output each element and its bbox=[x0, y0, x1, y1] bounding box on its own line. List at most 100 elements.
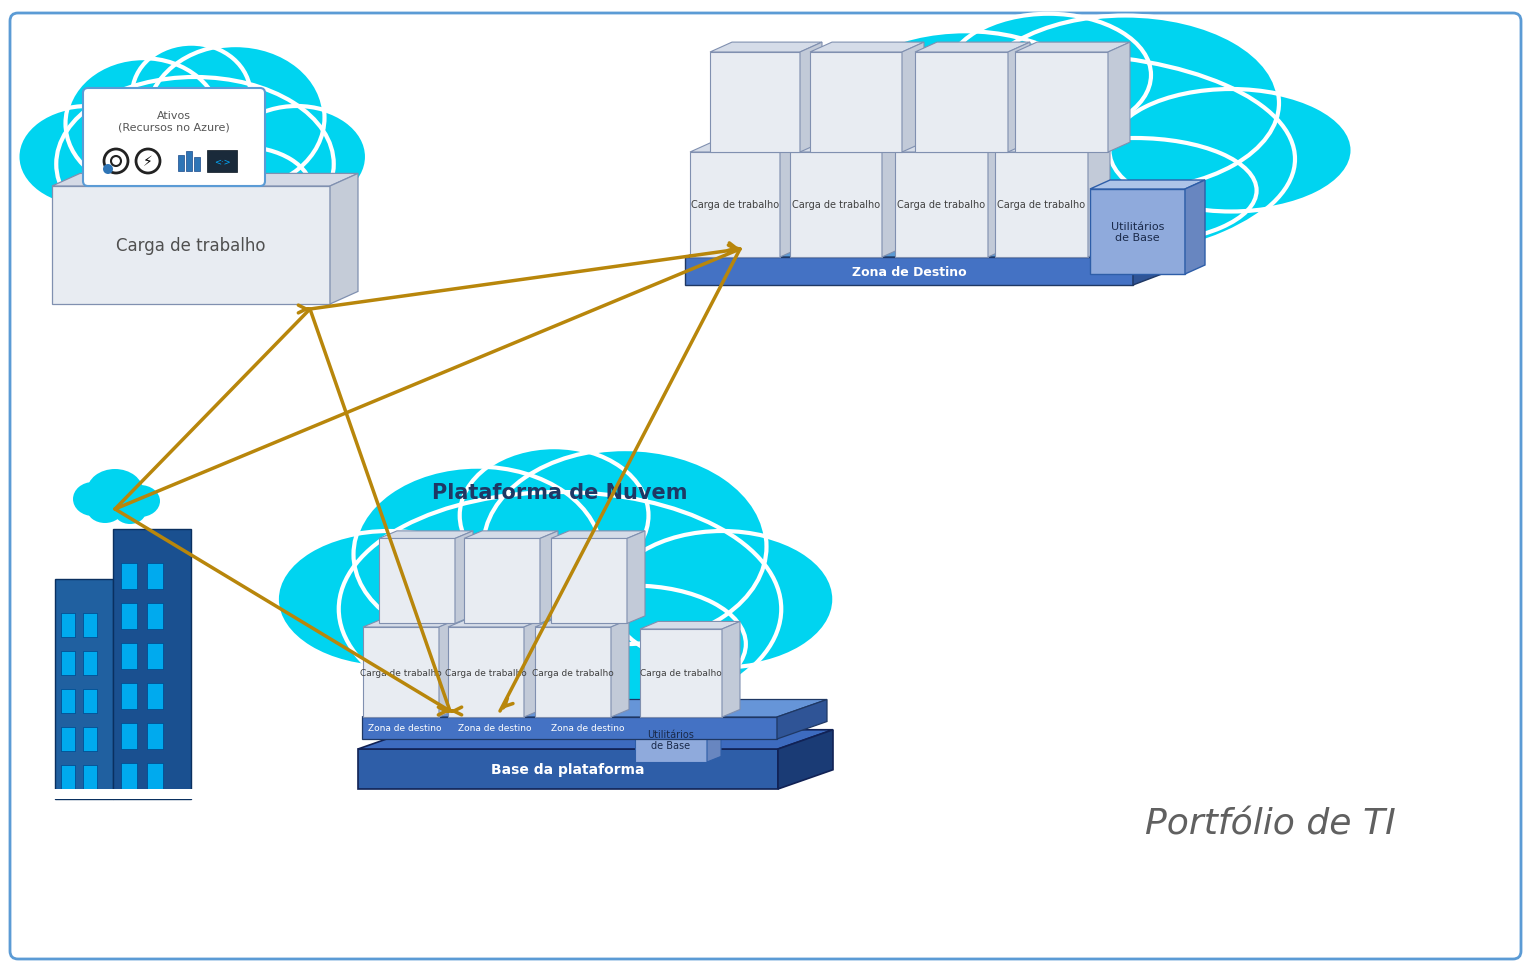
Polygon shape bbox=[882, 143, 904, 258]
Polygon shape bbox=[525, 620, 542, 717]
Polygon shape bbox=[914, 53, 1008, 153]
Polygon shape bbox=[463, 539, 540, 624]
Polygon shape bbox=[540, 531, 558, 624]
FancyBboxPatch shape bbox=[83, 651, 97, 675]
Circle shape bbox=[103, 165, 114, 174]
Polygon shape bbox=[1184, 181, 1206, 275]
Ellipse shape bbox=[611, 531, 834, 668]
Text: ⚡: ⚡ bbox=[143, 155, 153, 169]
Text: Carga de trabalho: Carga de trabalho bbox=[792, 201, 881, 210]
Polygon shape bbox=[379, 531, 472, 539]
Ellipse shape bbox=[227, 107, 367, 208]
Polygon shape bbox=[1091, 181, 1206, 190]
Text: Zona de destino: Zona de destino bbox=[368, 724, 442, 733]
Polygon shape bbox=[710, 53, 801, 153]
Polygon shape bbox=[439, 620, 457, 717]
Text: Carga de trabalho: Carga de trabalho bbox=[997, 201, 1086, 210]
Polygon shape bbox=[1134, 235, 1190, 286]
Text: Zona de Destino: Zona de Destino bbox=[851, 266, 966, 278]
Text: Carga de trabalho: Carga de trabalho bbox=[690, 201, 779, 210]
Polygon shape bbox=[1008, 43, 1029, 153]
Ellipse shape bbox=[374, 586, 598, 703]
FancyBboxPatch shape bbox=[147, 643, 163, 670]
Text: Utilitários
de Base: Utilitários de Base bbox=[647, 729, 695, 751]
FancyBboxPatch shape bbox=[121, 764, 137, 789]
Ellipse shape bbox=[483, 450, 767, 644]
Polygon shape bbox=[463, 531, 558, 539]
Polygon shape bbox=[790, 153, 882, 258]
Polygon shape bbox=[810, 43, 923, 53]
Text: Zona de destino: Zona de destino bbox=[551, 724, 624, 733]
Polygon shape bbox=[996, 153, 1088, 258]
FancyBboxPatch shape bbox=[61, 728, 75, 751]
Polygon shape bbox=[52, 187, 330, 304]
Ellipse shape bbox=[57, 78, 334, 252]
Polygon shape bbox=[362, 717, 778, 739]
Ellipse shape bbox=[74, 483, 114, 516]
Text: Carga de trabalho: Carga de trabalho bbox=[117, 236, 265, 255]
Polygon shape bbox=[627, 531, 644, 624]
Ellipse shape bbox=[1014, 139, 1256, 244]
Polygon shape bbox=[52, 174, 357, 187]
Ellipse shape bbox=[353, 467, 601, 642]
Text: Portfólio de TI: Portfólio de TI bbox=[1144, 807, 1396, 841]
Polygon shape bbox=[914, 43, 1029, 53]
Ellipse shape bbox=[120, 485, 160, 517]
Polygon shape bbox=[1016, 43, 1131, 53]
Polygon shape bbox=[778, 700, 827, 739]
Polygon shape bbox=[894, 143, 1009, 153]
Ellipse shape bbox=[147, 47, 325, 191]
Polygon shape bbox=[55, 579, 114, 799]
Text: Carga de trabalho: Carga de trabalho bbox=[640, 669, 723, 677]
Text: Utilitários
de Base: Utilitários de Base bbox=[1111, 222, 1164, 243]
Polygon shape bbox=[779, 143, 802, 258]
Polygon shape bbox=[535, 620, 629, 627]
Polygon shape bbox=[357, 730, 833, 749]
FancyBboxPatch shape bbox=[121, 563, 137, 589]
Polygon shape bbox=[902, 43, 923, 153]
Ellipse shape bbox=[522, 586, 746, 703]
Polygon shape bbox=[178, 156, 184, 172]
Ellipse shape bbox=[973, 16, 1279, 191]
FancyBboxPatch shape bbox=[83, 89, 265, 187]
Polygon shape bbox=[357, 749, 778, 789]
FancyBboxPatch shape bbox=[121, 723, 137, 749]
Ellipse shape bbox=[132, 45, 250, 146]
Polygon shape bbox=[710, 43, 822, 53]
Polygon shape bbox=[894, 153, 988, 258]
Text: Base da plataforma: Base da plataforma bbox=[491, 763, 644, 776]
FancyBboxPatch shape bbox=[147, 563, 163, 589]
Polygon shape bbox=[988, 143, 1009, 258]
Polygon shape bbox=[690, 143, 802, 153]
Polygon shape bbox=[640, 622, 739, 629]
Polygon shape bbox=[810, 53, 902, 153]
Polygon shape bbox=[640, 629, 723, 717]
FancyBboxPatch shape bbox=[61, 613, 75, 638]
FancyBboxPatch shape bbox=[83, 689, 97, 713]
Polygon shape bbox=[551, 539, 627, 624]
Polygon shape bbox=[535, 627, 611, 717]
FancyBboxPatch shape bbox=[121, 683, 137, 709]
Ellipse shape bbox=[87, 495, 123, 523]
Ellipse shape bbox=[1109, 90, 1353, 212]
Text: Ativos
(Recursos no Azure): Ativos (Recursos no Azure) bbox=[118, 111, 230, 133]
Polygon shape bbox=[362, 700, 827, 717]
Polygon shape bbox=[1088, 143, 1111, 258]
Text: <·>: <·> bbox=[213, 157, 230, 167]
Polygon shape bbox=[364, 627, 439, 717]
Polygon shape bbox=[379, 539, 456, 624]
Polygon shape bbox=[1091, 190, 1184, 275]
Ellipse shape bbox=[339, 492, 781, 726]
Polygon shape bbox=[996, 143, 1111, 153]
Ellipse shape bbox=[114, 498, 146, 524]
FancyBboxPatch shape bbox=[147, 683, 163, 709]
Ellipse shape bbox=[815, 55, 1295, 265]
FancyBboxPatch shape bbox=[61, 766, 75, 789]
FancyBboxPatch shape bbox=[83, 728, 97, 751]
Polygon shape bbox=[186, 152, 192, 172]
Ellipse shape bbox=[66, 59, 221, 190]
Polygon shape bbox=[611, 620, 629, 717]
Polygon shape bbox=[790, 143, 904, 153]
FancyBboxPatch shape bbox=[147, 764, 163, 789]
Ellipse shape bbox=[170, 147, 311, 234]
